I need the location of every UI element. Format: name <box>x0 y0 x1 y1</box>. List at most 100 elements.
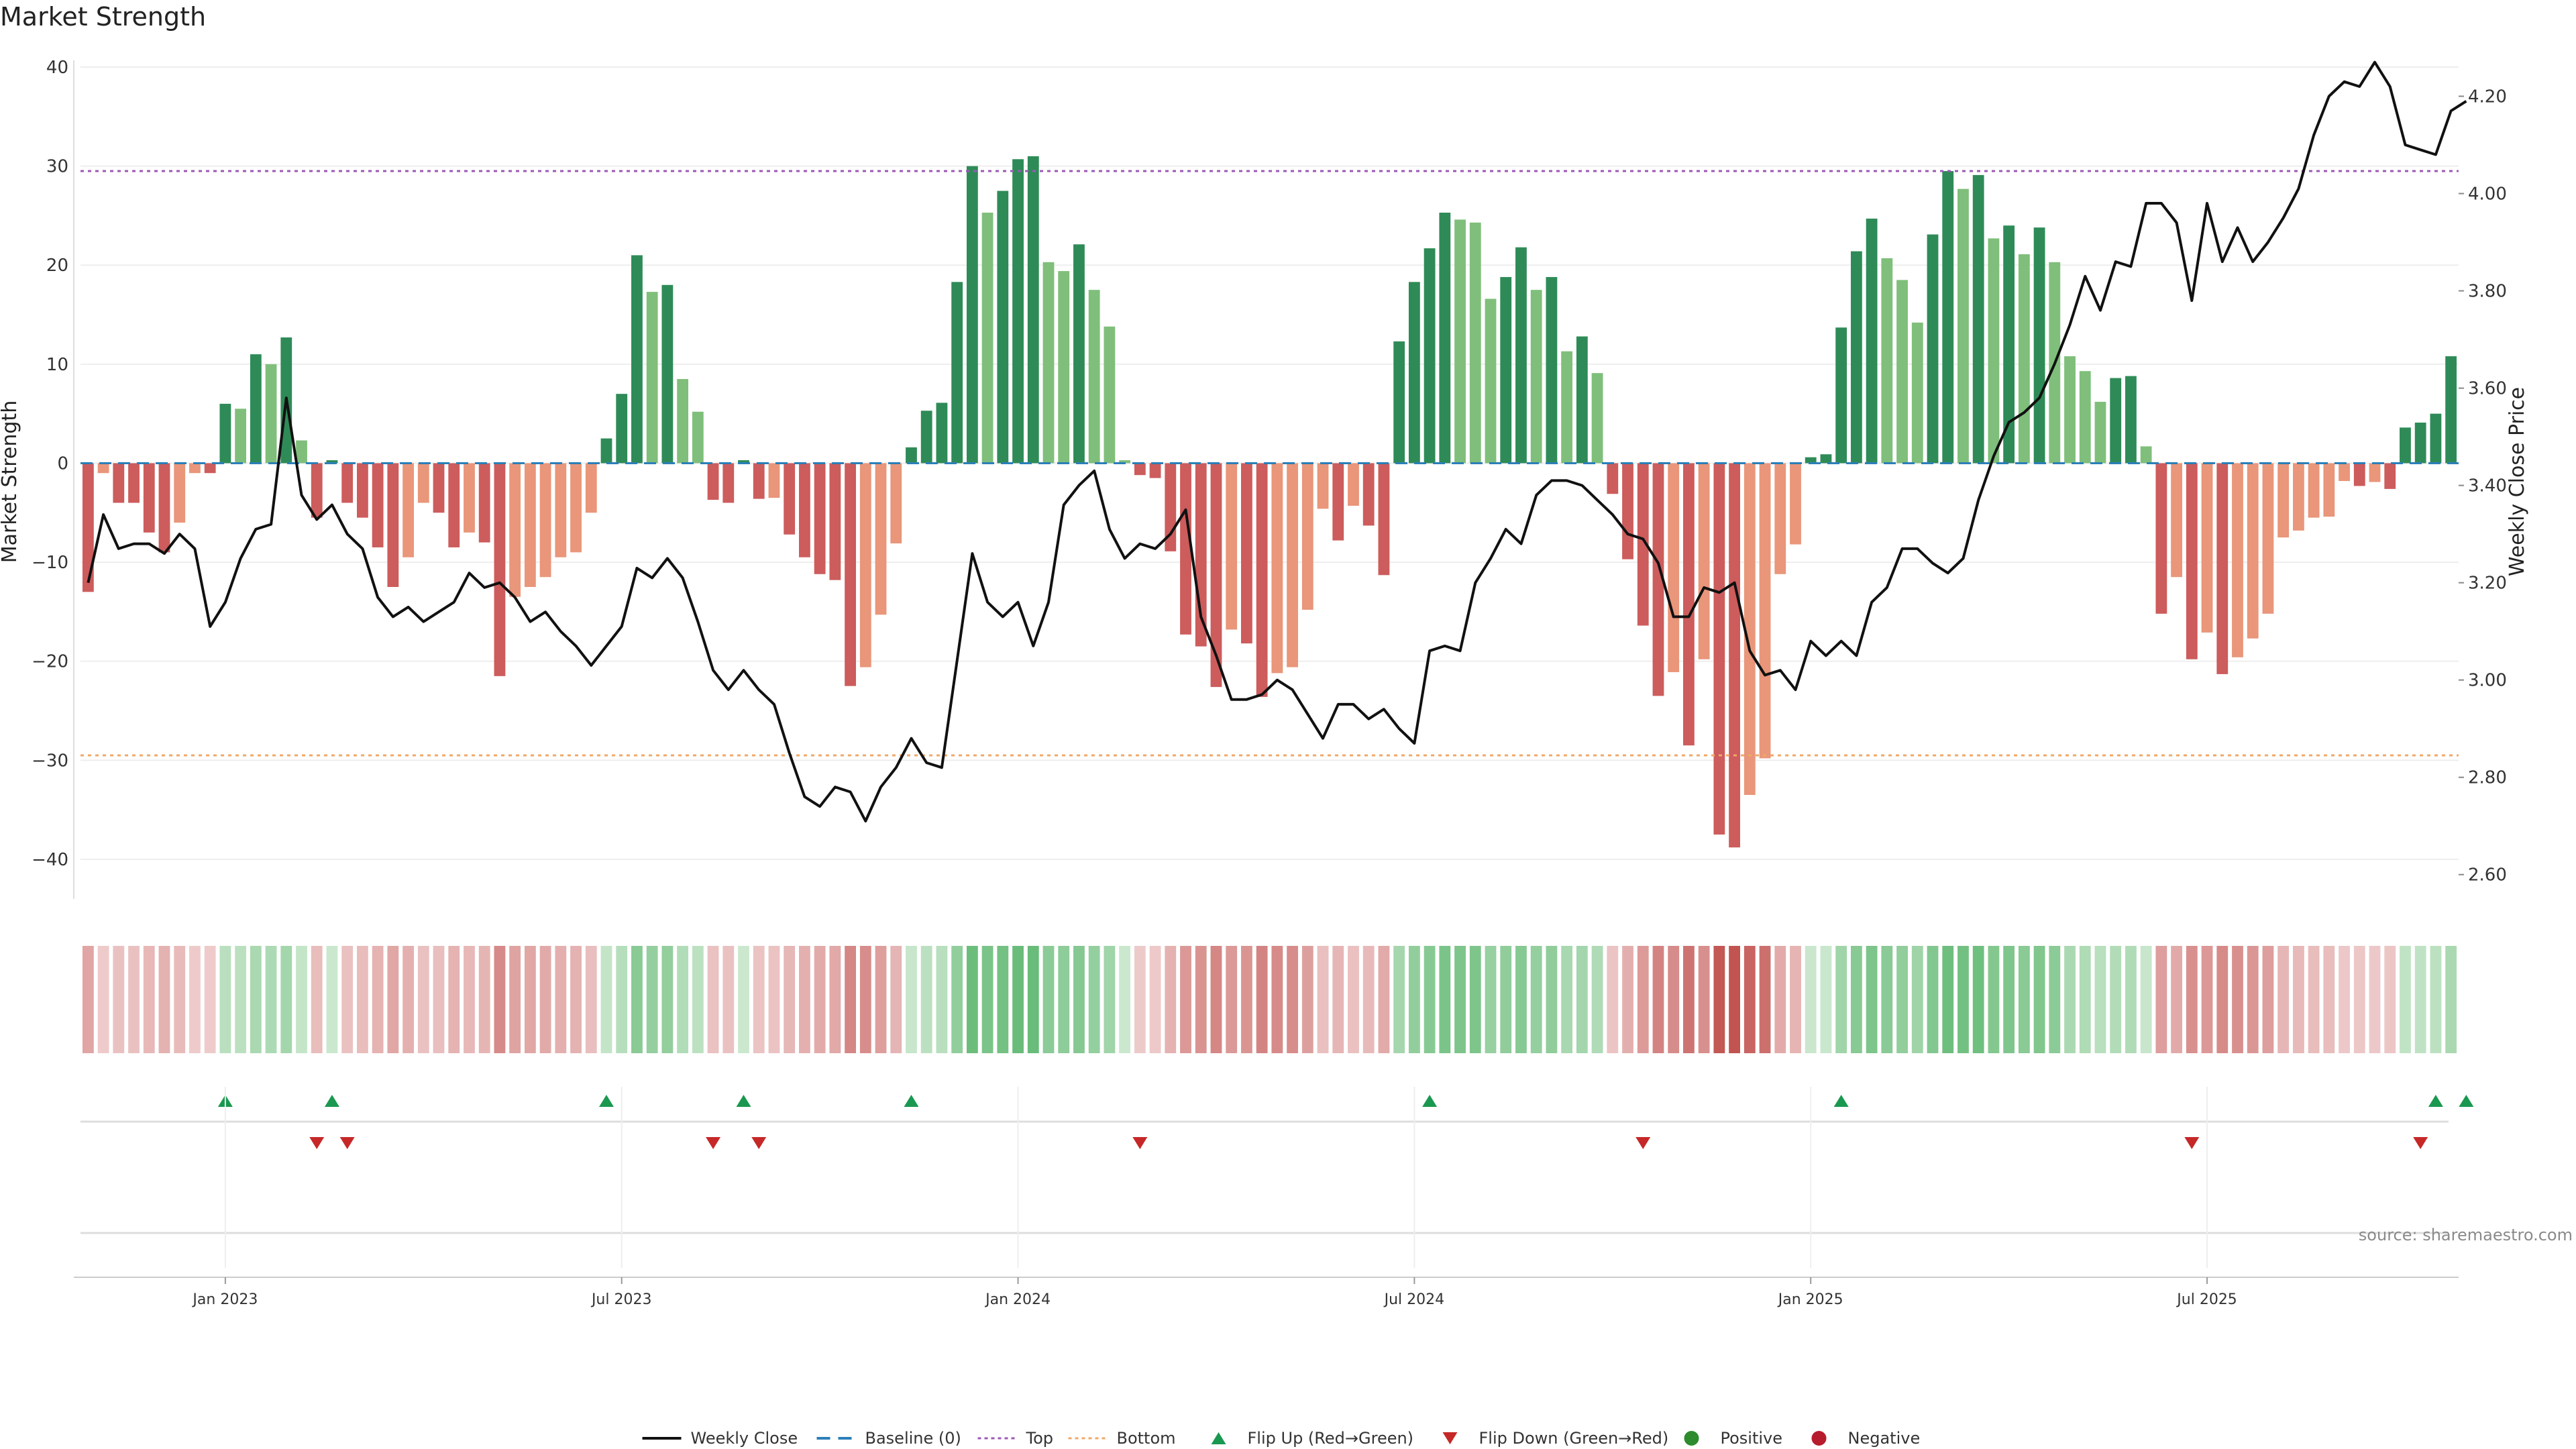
left-tick-label: −40 <box>32 850 68 870</box>
heat-cell <box>2049 946 2061 1053</box>
negative-strength-bar <box>311 463 323 518</box>
heat-cell <box>311 946 323 1053</box>
heat-cell <box>1424 946 1436 1053</box>
positive-strength-bar <box>631 255 643 464</box>
heat-cell <box>585 946 597 1053</box>
legend-swatch-positive <box>1684 1431 1699 1446</box>
positive-strength-bar <box>2003 225 2015 464</box>
heat-cell <box>1149 946 1161 1053</box>
heat-cell <box>158 946 170 1053</box>
heat-cell <box>1683 946 1695 1053</box>
heat-cell <box>464 946 475 1053</box>
positive-strength-bar <box>2018 254 2030 464</box>
heat-cell <box>600 946 612 1053</box>
heat-cell <box>402 946 414 1053</box>
legend-label: Flip Up (Red→Green) <box>1248 1429 1414 1448</box>
negative-strength-bar <box>1713 463 1725 835</box>
positive-strength-bar <box>1561 351 1573 464</box>
heat-cell <box>143 946 155 1053</box>
heat-cell <box>2232 946 2243 1053</box>
negative-strength-bar <box>2292 463 2304 531</box>
heat-cell <box>936 946 948 1053</box>
negative-strength-bar <box>2308 463 2320 518</box>
heat-cell <box>631 946 643 1053</box>
positive-strength-bar <box>1942 171 1954 464</box>
flip-down-marker <box>2413 1137 2428 1149</box>
heat-cell <box>1042 946 1055 1053</box>
heat-cell <box>1515 946 1527 1053</box>
negative-strength-bar <box>402 463 414 557</box>
positive-strength-bar <box>2430 413 2442 464</box>
flip-up-marker <box>324 1095 339 1107</box>
heat-cell <box>2033 946 2045 1053</box>
heat-cell <box>798 946 810 1053</box>
negative-strength-bar <box>859 463 871 667</box>
heat-cell <box>1378 946 1390 1053</box>
negative-strength-bar <box>113 463 125 503</box>
heat-cell <box>1210 946 1222 1053</box>
heat-cell <box>845 946 856 1053</box>
legend-swatch-flip-up <box>1211 1432 1226 1444</box>
flip-up-marker <box>2459 1095 2474 1107</box>
positive-strength-bar <box>2064 356 2076 464</box>
heat-cell <box>1134 946 1146 1053</box>
strength-bars <box>82 156 2457 848</box>
heat-cell <box>1226 946 1238 1053</box>
heat-cell <box>1850 946 1862 1053</box>
heat-cell <box>1774 946 1786 1053</box>
heat-cell <box>2201 946 2213 1053</box>
heat-cell <box>341 946 354 1053</box>
x-tick-label: Jul 2023 <box>590 1291 652 1308</box>
positive-strength-bar <box>1500 276 1512 464</box>
heat-cell <box>417 946 429 1053</box>
heat-cell <box>2018 946 2030 1053</box>
positive-strength-bar <box>250 354 262 464</box>
negative-strength-bar <box>204 463 216 474</box>
heat-cell <box>2323 946 2335 1053</box>
legend: Weekly Close Baseline (0) Top Bottom Flip Up… <box>642 1429 1920 1448</box>
right-tick-label: 3.40 <box>2468 476 2507 496</box>
right-tick-label: 3.80 <box>2468 282 2507 302</box>
negative-strength-bar <box>2186 463 2198 659</box>
positive-strength-bar <box>1393 341 1405 464</box>
positive-strength-bar <box>235 409 247 464</box>
heat-cell <box>2400 946 2411 1053</box>
negative-strength-bar <box>448 463 460 547</box>
positive-strength-bar <box>920 411 932 464</box>
heat-cell <box>1911 946 1923 1053</box>
flip-down-marker <box>1635 1137 1651 1149</box>
heat-cell <box>2110 946 2122 1053</box>
heat-cell <box>494 946 506 1053</box>
right-tick-label: 4.20 <box>2468 87 2507 107</box>
heat-cell <box>2353 946 2365 1053</box>
negative-strength-bar <box>174 463 186 523</box>
heat-cell <box>1881 946 1893 1053</box>
positive-strength-bar <box>1881 258 1893 464</box>
flip-down-marker <box>706 1137 721 1149</box>
flip-up-marker <box>736 1095 751 1107</box>
right-tick-label: 2.80 <box>2468 768 2507 788</box>
positive-strength-bar <box>1104 326 1116 464</box>
heat-cell <box>113 946 125 1053</box>
flip-down-marker <box>2184 1137 2200 1149</box>
heat-cell <box>875 946 887 1053</box>
heat-cell <box>219 946 231 1053</box>
heat-cell <box>2308 946 2320 1053</box>
negative-strength-bar <box>1683 463 1695 746</box>
heat-cell <box>784 946 796 1053</box>
positive-strength-bar <box>1972 174 1984 464</box>
negative-strength-bar <box>829 463 841 580</box>
heat-cell <box>814 946 826 1053</box>
negative-strength-bar <box>433 463 445 513</box>
heat-cell <box>356 946 368 1053</box>
heat-cell <box>2414 946 2426 1053</box>
positive-strength-bar <box>1058 271 1070 464</box>
heat-cell <box>1957 946 1969 1053</box>
negative-strength-bar <box>82 463 94 592</box>
positive-strength-bar <box>1424 248 1436 464</box>
left-axis-ticks: 40 30 20 10 0 −10 −20 −30 −40 <box>32 58 68 870</box>
heat-cell <box>1088 946 1100 1053</box>
x-tick-label: Jul 2024 <box>1383 1291 1445 1308</box>
negative-strength-bar <box>1180 463 1191 635</box>
flip-down-marker <box>309 1137 325 1149</box>
